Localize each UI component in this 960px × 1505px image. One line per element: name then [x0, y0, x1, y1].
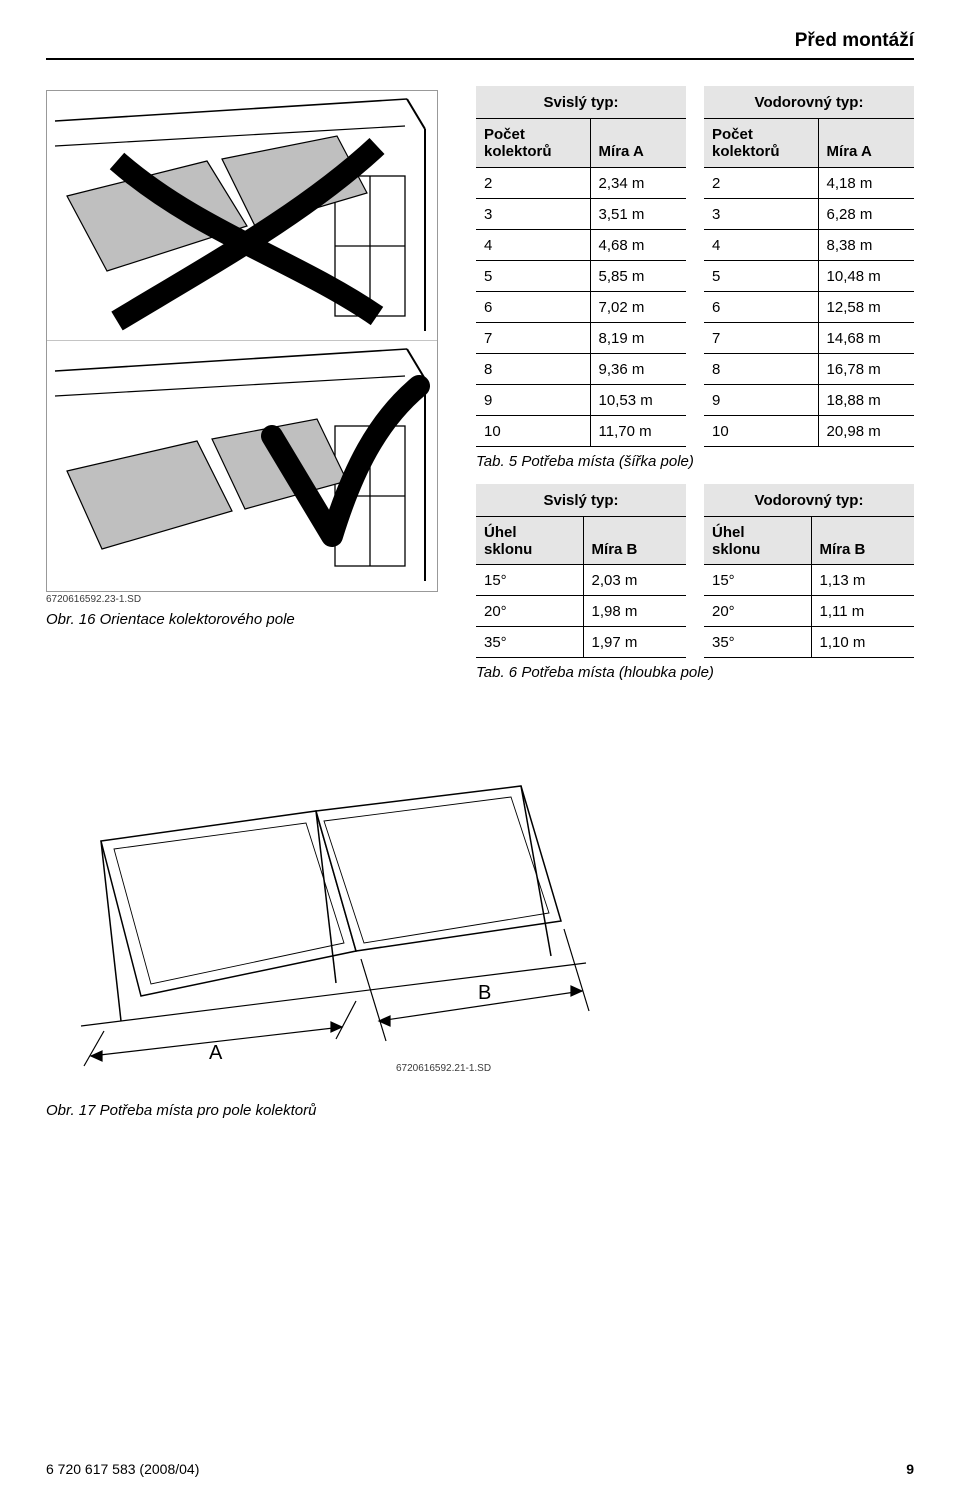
table6-right-col-b: Míra B [811, 516, 914, 565]
table6-left-col-b: Míra B [583, 516, 686, 565]
table6-left-title: Svislý typ: [476, 484, 686, 517]
table-row: 15°1,13 m [704, 565, 914, 596]
illustration-cross-and-check [46, 90, 438, 592]
table5-right: Vodorovný typ: Počet kolektorů Míra A 24… [704, 86, 914, 447]
table6-right: Vodorovný typ: Úhel sklonu Míra B 15°1,1… [704, 484, 914, 659]
table6-left-col-a: Úhel sklonu [476, 516, 583, 565]
table-row: 48,38 m [704, 229, 914, 260]
table6-right-title: Vodorovný typ: [704, 484, 914, 517]
left-illustration-column: 6720616592.23-1.SD Obr. 16 Orientace kol… [46, 90, 436, 628]
fig16-caption: Obr. 16 Orientace kolektorového pole [46, 611, 436, 628]
table6-caption: Tab. 6 Potřeba místa (hloubka pole) [476, 664, 914, 681]
page-number: 9 [906, 1461, 914, 1477]
top-row: 6720616592.23-1.SD Obr. 16 Orientace kol… [46, 90, 914, 695]
table-row: 55,85 m [476, 260, 686, 291]
fig17-caption: Obr. 17 Potřeba místa pro pole kolektorů [46, 1102, 914, 1119]
table5-left-col-a: Počet kolektorů [476, 119, 590, 168]
table6-right-col-a: Úhel sklonu [704, 516, 811, 565]
table-row: 910,53 m [476, 384, 686, 415]
table5-left-title: Svislý typ: [476, 86, 686, 119]
table5-right-title: Vodorovný typ: [704, 86, 914, 119]
table5-pair: Svislý typ: Počet kolektorů Míra A 22,34… [476, 86, 914, 447]
table-row: 67,02 m [476, 291, 686, 322]
table-row: 714,68 m [704, 322, 914, 353]
illustration-sd-code: 6720616592.23-1.SD [46, 594, 436, 605]
page-footer: 6 720 617 583 (2008/04) 9 [46, 1461, 914, 1477]
table5-left-col-b: Míra A [590, 119, 686, 168]
table-row: 89,36 m [476, 353, 686, 384]
diagram-sd-code: 6720616592.21-1.SD [396, 1063, 491, 1074]
table5-right-col-a: Počet kolektorů [704, 119, 818, 168]
table-row: 22,34 m [476, 167, 686, 198]
lower-diagram-wrap: B A 6720616592.21-1.SD Obr. 17 Potřeba m… [46, 721, 914, 1119]
doc-ref: 6 720 617 583 (2008/04) [46, 1461, 199, 1477]
table-row: 20°1,98 m [476, 596, 686, 627]
table-row: 24,18 m [704, 167, 914, 198]
table-row: 33,51 m [476, 198, 686, 229]
table-row: 816,78 m [704, 353, 914, 384]
dim-label-b: B [478, 982, 491, 1004]
dim-label-a: A [209, 1042, 223, 1064]
table6-pair: Svislý typ: Úhel sklonu Míra B 15°2,03 m… [476, 484, 914, 659]
table-row: 78,19 m [476, 322, 686, 353]
table5-left: Svislý typ: Počet kolektorů Míra A 22,34… [476, 86, 686, 447]
table-row: 510,48 m [704, 260, 914, 291]
dimension-diagram: B A 6720616592.21-1.SD [46, 721, 606, 1091]
table-row: 44,68 m [476, 229, 686, 260]
table-row: 1020,98 m [704, 415, 914, 446]
table5-caption: Tab. 5 Potřeba místa (šířka pole) [476, 453, 914, 470]
table-row: 15°2,03 m [476, 565, 686, 596]
table-row: 36,28 m [704, 198, 914, 229]
table-row: 1011,70 m [476, 415, 686, 446]
table-row: 35°1,10 m [704, 627, 914, 658]
table-row: 20°1,11 m [704, 596, 914, 627]
table6-left: Svislý typ: Úhel sklonu Míra B 15°2,03 m… [476, 484, 686, 659]
right-tables-column: Svislý typ: Počet kolektorů Míra A 22,34… [476, 90, 914, 695]
table-row: 612,58 m [704, 291, 914, 322]
section-title: Před montáží [46, 30, 914, 60]
table5-right-col-b: Míra A [818, 119, 914, 168]
table-row: 35°1,97 m [476, 627, 686, 658]
table-row: 918,88 m [704, 384, 914, 415]
